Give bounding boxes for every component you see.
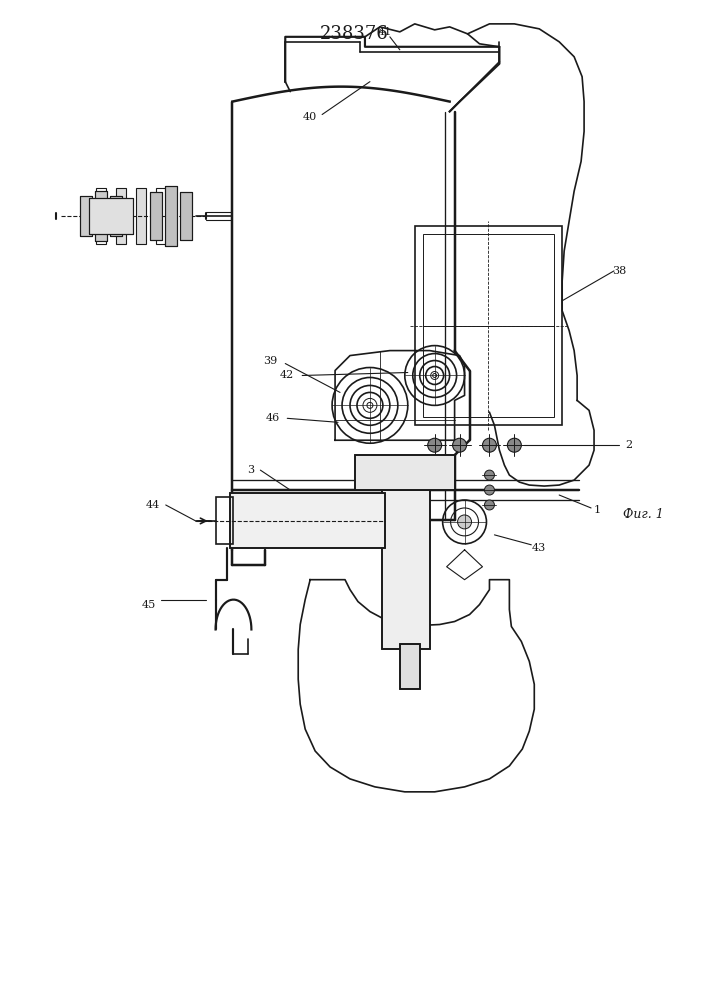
Text: 39: 39: [263, 356, 277, 366]
Bar: [96, 188, 106, 244]
Bar: [89, 198, 133, 234]
Bar: [230, 493, 385, 548]
Bar: [423, 234, 554, 417]
Bar: [400, 644, 420, 689]
Text: 2: 2: [626, 440, 633, 450]
Circle shape: [484, 485, 494, 495]
Bar: [355, 455, 455, 490]
Bar: [382, 490, 430, 649]
Circle shape: [428, 438, 442, 452]
Bar: [230, 493, 385, 548]
Bar: [95, 191, 107, 241]
Bar: [150, 192, 162, 240]
Bar: [80, 196, 92, 236]
Text: 238376: 238376: [320, 25, 388, 43]
Text: 3: 3: [247, 465, 254, 475]
Bar: [95, 191, 107, 241]
Text: Фиг. 1: Фиг. 1: [624, 508, 665, 521]
Circle shape: [457, 515, 472, 529]
Text: 46: 46: [265, 413, 279, 423]
Text: 38: 38: [612, 266, 626, 276]
Bar: [150, 192, 162, 240]
Bar: [89, 198, 133, 234]
Bar: [110, 196, 122, 236]
Text: 43: 43: [532, 543, 547, 553]
Text: 45: 45: [141, 600, 156, 610]
Bar: [136, 188, 146, 244]
Bar: [116, 188, 126, 244]
Bar: [355, 455, 455, 490]
Bar: [400, 644, 420, 689]
Bar: [80, 196, 92, 236]
Text: 1: 1: [593, 505, 601, 515]
Circle shape: [482, 438, 496, 452]
Bar: [110, 196, 122, 236]
Circle shape: [484, 470, 494, 480]
Bar: [156, 188, 165, 244]
Text: 42: 42: [280, 370, 294, 380]
Bar: [216, 497, 233, 544]
Text: 40: 40: [303, 112, 317, 122]
Circle shape: [452, 438, 467, 452]
Bar: [180, 192, 192, 240]
Bar: [165, 186, 177, 246]
Bar: [180, 192, 192, 240]
Circle shape: [508, 438, 521, 452]
Text: 44: 44: [146, 500, 160, 510]
Bar: [415, 226, 562, 425]
Text: 41: 41: [378, 27, 392, 37]
Circle shape: [484, 500, 494, 510]
Bar: [165, 186, 177, 246]
Bar: [382, 490, 430, 649]
